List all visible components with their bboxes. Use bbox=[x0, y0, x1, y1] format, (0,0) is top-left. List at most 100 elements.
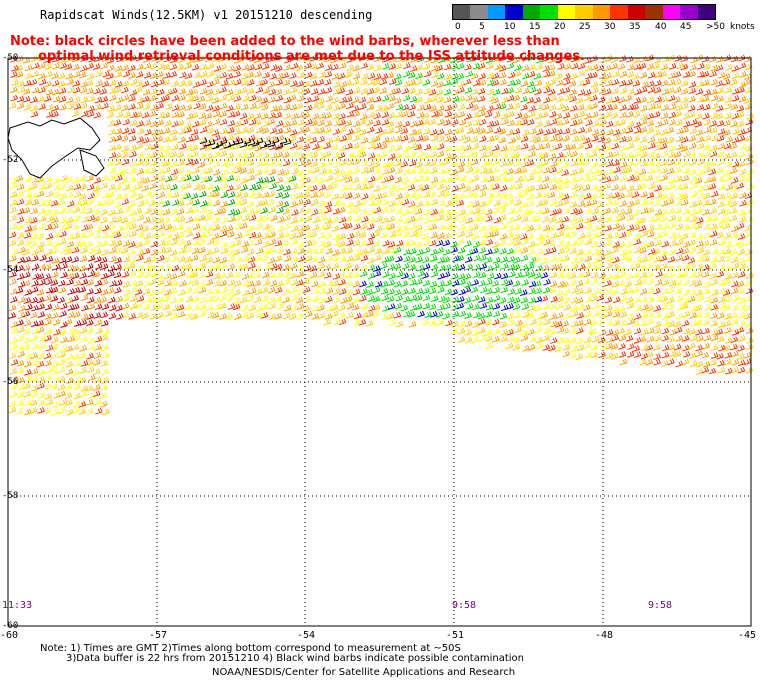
latitude-label: -56 bbox=[2, 377, 19, 387]
wind-barb bbox=[575, 208, 583, 215]
wind-barb bbox=[309, 271, 318, 279]
wind-barb bbox=[302, 224, 311, 232]
wind-barb bbox=[30, 296, 38, 304]
wind-barb bbox=[386, 161, 395, 168]
wind-barb bbox=[696, 96, 705, 103]
wind-barb bbox=[675, 254, 684, 262]
wind-barb bbox=[386, 313, 395, 320]
wind-barb bbox=[114, 257, 123, 264]
wind-barb bbox=[368, 142, 376, 150]
wind-barb bbox=[485, 296, 494, 304]
wind-barb bbox=[346, 110, 355, 118]
wind-barb bbox=[212, 118, 221, 126]
wind-barb bbox=[227, 248, 235, 256]
wind-barb bbox=[50, 295, 59, 302]
wind-barb bbox=[32, 273, 40, 280]
latitude-label: -50 bbox=[2, 53, 19, 63]
wind-barb bbox=[575, 222, 584, 230]
wind-barb bbox=[471, 336, 480, 344]
wind-barb bbox=[52, 231, 61, 239]
wind-barb bbox=[205, 208, 214, 216]
wind-barb bbox=[463, 286, 472, 294]
wind-barb bbox=[717, 192, 726, 200]
wind-barb bbox=[353, 206, 361, 214]
wind-barb bbox=[85, 407, 94, 415]
wind-barb bbox=[303, 286, 311, 294]
wind-barb bbox=[569, 201, 578, 208]
wind-barb bbox=[717, 200, 725, 208]
wind-barb bbox=[241, 79, 249, 86]
wind-barb bbox=[149, 289, 157, 296]
wind-barb bbox=[647, 287, 655, 294]
wind-barb bbox=[388, 95, 396, 102]
wind-barb bbox=[549, 183, 557, 191]
wind-barb bbox=[354, 150, 362, 158]
wind-barb bbox=[681, 319, 690, 327]
wind-barb bbox=[731, 262, 740, 270]
wind-barb bbox=[618, 351, 627, 358]
wind-barb bbox=[584, 336, 592, 344]
wind-barb bbox=[366, 310, 374, 318]
wind-barb bbox=[548, 286, 556, 294]
wind-barb bbox=[485, 265, 493, 272]
wind-barb bbox=[584, 142, 593, 150]
wind-barb bbox=[674, 215, 683, 223]
wind-barb bbox=[717, 71, 726, 79]
wind-barb bbox=[709, 238, 718, 246]
wind-barb bbox=[492, 144, 500, 152]
wind-barb bbox=[625, 272, 634, 280]
wind-barb bbox=[506, 144, 515, 152]
wind-barb bbox=[457, 336, 466, 344]
wind-barb bbox=[542, 286, 551, 294]
wind-barb bbox=[274, 143, 283, 151]
wind-barb bbox=[23, 232, 32, 239]
wind-barb bbox=[358, 231, 367, 239]
wind-barb bbox=[561, 198, 570, 206]
wind-barb bbox=[100, 334, 108, 342]
wind-barb bbox=[402, 295, 411, 303]
wind-barb bbox=[30, 192, 38, 199]
wind-barb bbox=[233, 175, 241, 182]
wind-barb bbox=[30, 232, 39, 240]
wind-barb bbox=[157, 183, 165, 191]
wind-barb bbox=[255, 311, 264, 318]
wind-barb bbox=[16, 273, 25, 280]
wind-barb bbox=[319, 167, 327, 175]
wind-barb bbox=[653, 199, 661, 207]
wind-barb bbox=[701, 70, 710, 78]
wind-barb bbox=[486, 183, 495, 191]
wind-barb bbox=[386, 255, 395, 263]
wind-barb bbox=[17, 335, 25, 342]
wind-barb bbox=[38, 62, 46, 70]
wind-barb bbox=[254, 63, 263, 71]
wind-barb bbox=[513, 134, 521, 141]
wind-barb bbox=[25, 216, 33, 224]
wind-barb bbox=[32, 62, 40, 70]
wind-barb bbox=[379, 87, 388, 95]
wind-barb bbox=[212, 199, 221, 207]
wind-barb bbox=[480, 231, 488, 239]
wind-barb bbox=[731, 112, 740, 120]
wind-barb bbox=[611, 206, 619, 214]
contaminated-wind-barb bbox=[207, 139, 216, 146]
wind-barb bbox=[668, 214, 677, 222]
wind-barb bbox=[164, 191, 173, 199]
wind-barb bbox=[745, 366, 754, 374]
wind-barb bbox=[667, 336, 675, 344]
wind-barb bbox=[571, 62, 579, 70]
wind-barb bbox=[87, 392, 96, 399]
wind-barb bbox=[395, 294, 403, 302]
wind-barb bbox=[263, 263, 271, 271]
wind-barb bbox=[200, 70, 208, 78]
wind-barb bbox=[521, 87, 530, 95]
wind-barb bbox=[206, 183, 214, 191]
wind-barb bbox=[708, 160, 717, 167]
wind-barb bbox=[688, 352, 697, 360]
wind-barb bbox=[492, 286, 501, 294]
wind-barb bbox=[44, 263, 52, 271]
wind-barb bbox=[393, 73, 402, 80]
wind-barb bbox=[345, 280, 353, 288]
wind-barb bbox=[519, 175, 528, 182]
wind-barb bbox=[129, 302, 138, 310]
wind-barb bbox=[451, 185, 460, 192]
